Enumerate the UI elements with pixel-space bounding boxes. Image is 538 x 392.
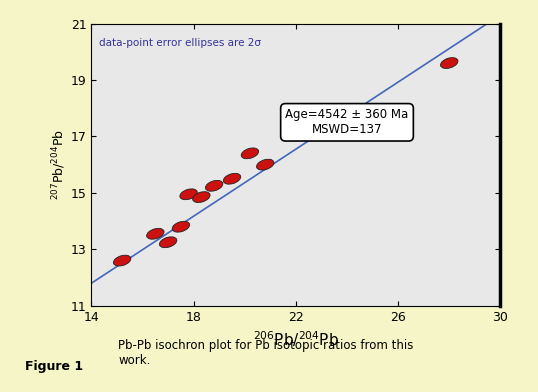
Ellipse shape (193, 192, 210, 203)
Ellipse shape (441, 58, 458, 69)
Ellipse shape (206, 180, 223, 191)
Text: Pb-Pb isochron plot for Pb isotopic ratios from this
work.: Pb-Pb isochron plot for Pb isotopic rati… (118, 339, 414, 367)
Text: data-point error ellipses are 2σ: data-point error ellipses are 2σ (99, 38, 261, 48)
Y-axis label: $^{207}$Pb/$^{204}$Pb: $^{207}$Pb/$^{204}$Pb (51, 129, 68, 200)
Ellipse shape (223, 173, 240, 184)
Ellipse shape (172, 221, 189, 232)
Text: Age=4542 ± 360 Ma
MSWD=137: Age=4542 ± 360 Ma MSWD=137 (285, 108, 409, 136)
Ellipse shape (257, 159, 274, 170)
Ellipse shape (241, 148, 259, 159)
Ellipse shape (114, 255, 131, 266)
Ellipse shape (180, 189, 197, 200)
X-axis label: $^{206}$Pb/$^{204}$Pb: $^{206}$Pb/$^{204}$Pb (253, 329, 339, 349)
Ellipse shape (159, 237, 177, 248)
Ellipse shape (147, 229, 164, 239)
Text: Figure 1: Figure 1 (25, 360, 83, 373)
